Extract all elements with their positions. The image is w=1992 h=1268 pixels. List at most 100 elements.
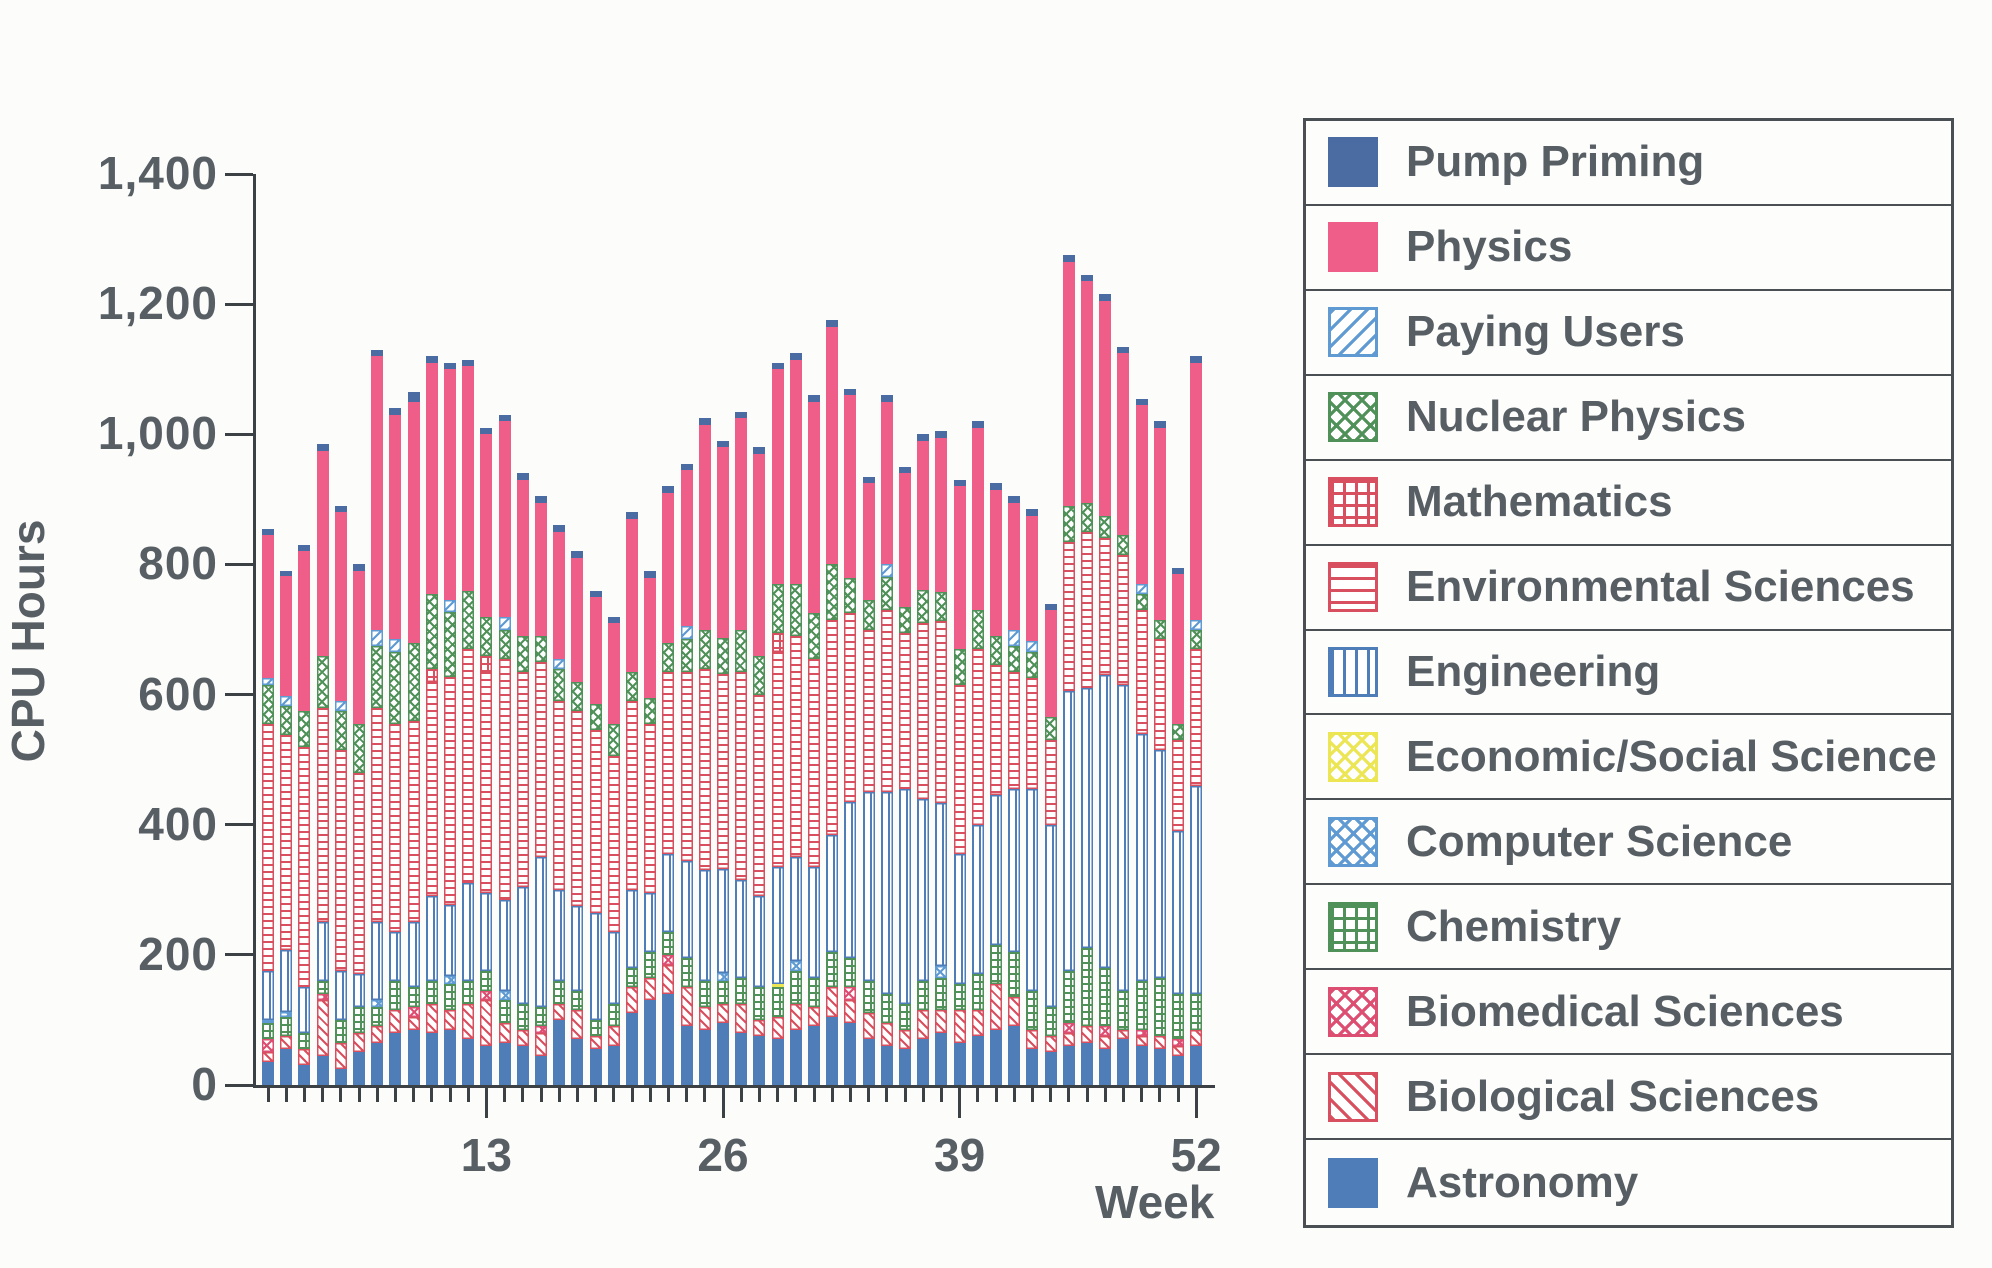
segment-environmental-sciences [1190, 649, 1203, 786]
segment-astronomy [808, 1026, 820, 1085]
segment-engineering [1081, 688, 1093, 949]
segment-environmental-sciences [371, 707, 384, 923]
segment-biological-sciences [1044, 1036, 1057, 1053]
bar-week-6 [353, 564, 365, 1085]
bar-week-41 [990, 483, 1002, 1085]
segment-astronomy [735, 1032, 748, 1085]
segment-pump-priming [353, 564, 365, 571]
pink-crosshatch-swatch-icon [1328, 986, 1378, 1037]
segment-biological-sciences [899, 1029, 911, 1050]
x-minor-tick [776, 1088, 780, 1102]
segment-physics [680, 470, 693, 627]
segment-nuclear-physics [444, 611, 456, 678]
segment-chemistry [990, 945, 1002, 985]
x-axis-line [253, 1085, 1215, 1088]
x-minor-tick [976, 1088, 980, 1102]
segment-nuclear-physics [808, 613, 820, 659]
segment-physics [771, 369, 784, 584]
green-grid-swatch-icon [1328, 901, 1378, 952]
bar-week-7 [371, 349, 384, 1085]
x-minor-tick [1049, 1088, 1053, 1102]
bar-week-15 [516, 473, 529, 1085]
y-tick-label: 400 [138, 797, 218, 850]
segment-astronomy [1026, 1049, 1039, 1085]
segment-engineering [353, 974, 365, 1007]
bar-week-19 [589, 590, 602, 1085]
segment-biological-sciences [808, 1006, 820, 1027]
segment-astronomy [917, 1039, 930, 1085]
segment-paying-users [280, 695, 293, 706]
y-tick [225, 562, 253, 566]
segment-chemistry [535, 1006, 547, 1027]
segment-astronomy [389, 1032, 402, 1085]
segment-biological-sciences [389, 1010, 402, 1033]
segment-astronomy [935, 1032, 948, 1085]
segment-astronomy [1081, 1042, 1093, 1085]
segment-chemistry [917, 980, 930, 1011]
segment-astronomy [262, 1062, 274, 1085]
segment-physics [298, 551, 311, 711]
y-tick-label: 1,000 [97, 407, 218, 460]
segment-astronomy [971, 1036, 984, 1085]
legend-label: Chemistry [1406, 901, 1622, 951]
segment-paying-users [444, 600, 456, 612]
segment-nuclear-physics [735, 629, 748, 672]
segment-engineering [626, 889, 638, 968]
segment-engineering [607, 932, 620, 1004]
legend-item-biomedical-sciences: Biomedical Sciences [1306, 970, 1951, 1056]
segment-physics [735, 418, 748, 630]
x-minor-tick [648, 1088, 652, 1102]
segment-biomedical-sciences [662, 954, 675, 965]
segment-engineering [717, 869, 729, 974]
bar-week-45 [1062, 255, 1075, 1085]
segment-nuclear-physics [1081, 502, 1093, 532]
legend-label: Pump Priming [1406, 137, 1705, 187]
x-minor-tick [448, 1088, 452, 1102]
segment-environmental-sciences [1099, 538, 1112, 676]
segment-physics [1008, 502, 1021, 630]
segment-environmental-sciences [789, 636, 802, 858]
segment-pump-priming [389, 408, 402, 415]
y-tick [225, 302, 253, 306]
segment-engineering [698, 870, 711, 981]
legend-item-computer-science: Computer Science [1306, 800, 1951, 886]
segment-nuclear-physics [680, 639, 693, 672]
segment-astronomy [444, 1029, 456, 1085]
segment-physics [480, 434, 493, 617]
segment-astronomy [571, 1039, 584, 1085]
segment-astronomy [626, 1013, 638, 1085]
x-minor-tick [302, 1088, 306, 1102]
segment-biological-sciences [917, 1010, 930, 1040]
segment-biological-sciences [371, 1026, 384, 1043]
segment-pump-priming [607, 616, 620, 624]
segment-engineering [662, 854, 675, 933]
x-minor-tick [1067, 1088, 1071, 1102]
segment-engineering [298, 987, 311, 1033]
segment-chemistry [1153, 977, 1166, 1037]
segment-nuclear-physics [1026, 652, 1039, 679]
segment-environmental-sciences [808, 658, 820, 868]
segment-environmental-sciences [1062, 541, 1075, 692]
segment-engineering [498, 899, 511, 991]
segment-chemistry [1190, 993, 1203, 1030]
segment-engineering [516, 886, 529, 1004]
segment-biological-sciences [444, 1010, 456, 1030]
segment-biological-sciences [516, 1029, 529, 1046]
legend-label: Biomedical Sciences [1406, 986, 1844, 1036]
segment-biological-sciences [971, 1010, 984, 1037]
yellow-crosshatch-swatch-icon [1328, 731, 1378, 782]
segment-physics [535, 502, 547, 637]
bar-week-1 [262, 528, 274, 1085]
segment-physics [334, 512, 347, 702]
segment-chemistry [480, 971, 493, 991]
segment-physics [808, 401, 820, 614]
bar-week-8 [389, 408, 402, 1085]
bar-week-37 [917, 434, 930, 1085]
segment-astronomy [953, 1042, 966, 1085]
bar-week-4 [316, 444, 329, 1085]
segment-biological-sciences [1172, 1045, 1184, 1056]
y-tick-label: 1,200 [97, 277, 218, 330]
segment-astronomy [371, 1042, 384, 1085]
segment-physics [316, 450, 329, 656]
bar-week-32 [826, 320, 839, 1085]
